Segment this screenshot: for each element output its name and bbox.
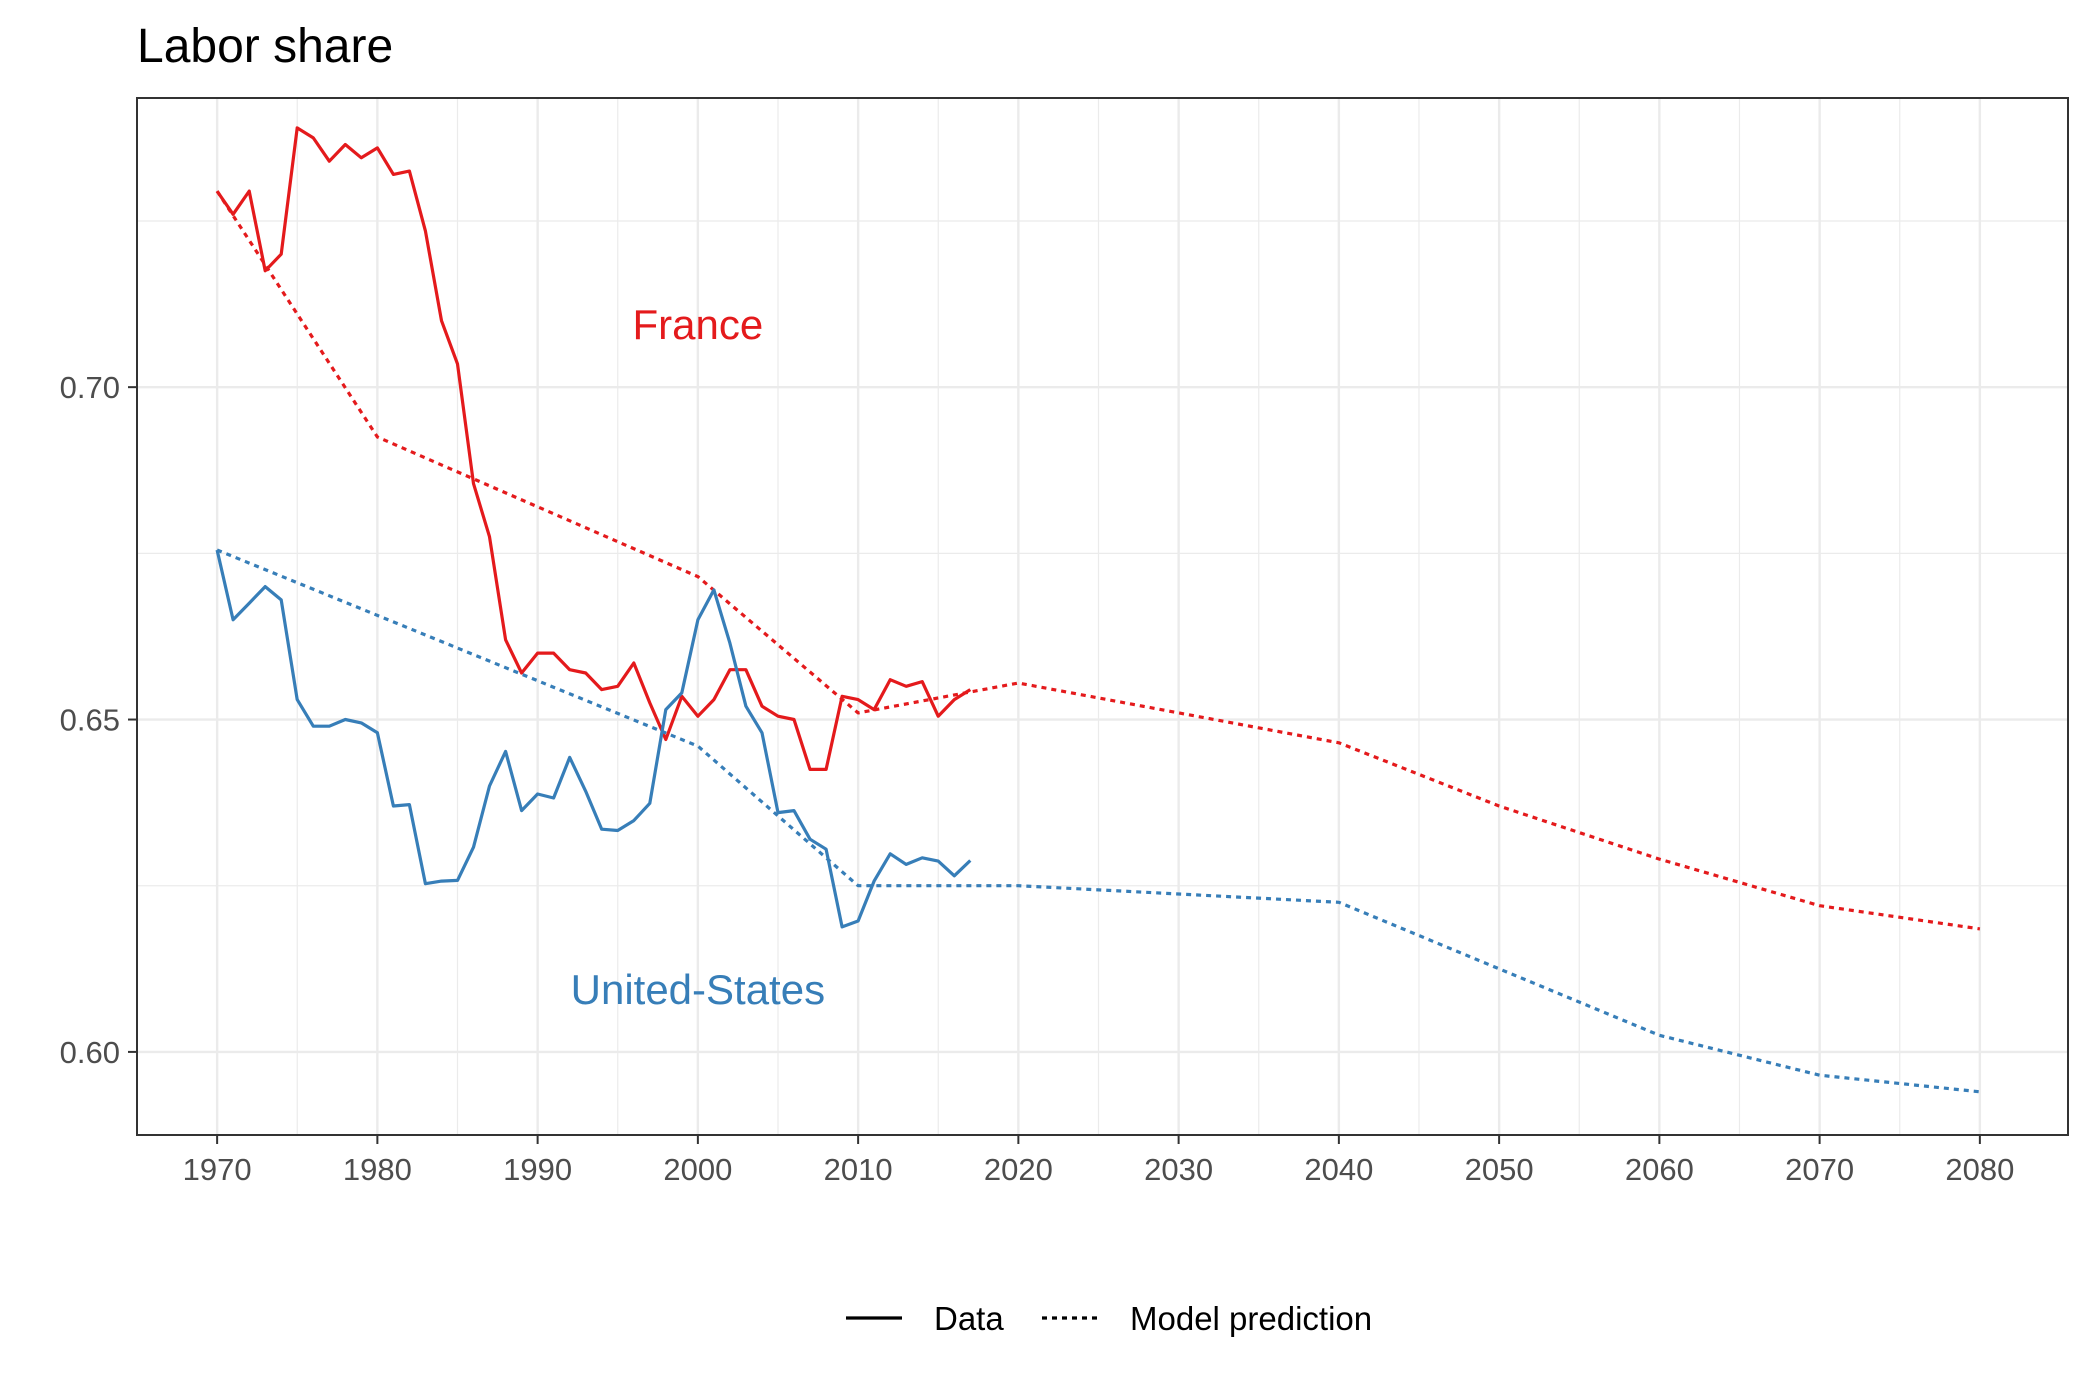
x-axis: 1970 1980 1990 2000 2010 2020 2030 2040 2050 2060…: [183, 1135, 2014, 1187]
united-states-label: United-States: [571, 966, 825, 1013]
x-tick-label: 2020: [984, 1152, 1053, 1187]
x-tick-label: 2080: [1945, 1152, 2014, 1187]
x-tick-label: 1990: [503, 1152, 572, 1187]
chart-title: Labor share: [137, 20, 393, 73]
x-tick-label: 2000: [663, 1152, 732, 1187]
y-tick-label: 0.70: [60, 370, 120, 405]
y-tick-label: 0.60: [60, 1035, 120, 1070]
x-tick-label: 2050: [1465, 1152, 1534, 1187]
x-tick-label: 2060: [1625, 1152, 1694, 1187]
plot-panel-border: [136, 97, 2069, 1136]
y-axis: 0.60 0.65 0.70: [60, 370, 137, 1070]
united-states-model-line: [216, 548, 1981, 1094]
legend-label-model: Model prediction: [1130, 1300, 1372, 1337]
x-tick-label: 1980: [343, 1152, 412, 1187]
x-tick-label: 2070: [1785, 1152, 1854, 1187]
y-tick-label: 0.65: [60, 703, 120, 738]
legend: Data Model prediction: [846, 1300, 1372, 1337]
united-states-data-line: [215, 549, 972, 929]
france-data-line: [215, 126, 972, 772]
x-tick-label: 2010: [824, 1152, 893, 1187]
legend-label-data: Data: [934, 1300, 1004, 1337]
annotation-layer: France United-States: [571, 301, 825, 1013]
minor-gridlines: [137, 98, 2068, 1135]
series-layer: [215, 126, 1981, 1094]
x-tick-label: 2030: [1144, 1152, 1213, 1187]
x-tick-label: 1970: [183, 1152, 252, 1187]
major-gridlines: [137, 98, 2068, 1135]
x-tick-label: 2040: [1304, 1152, 1373, 1187]
france-label: France: [633, 301, 764, 348]
